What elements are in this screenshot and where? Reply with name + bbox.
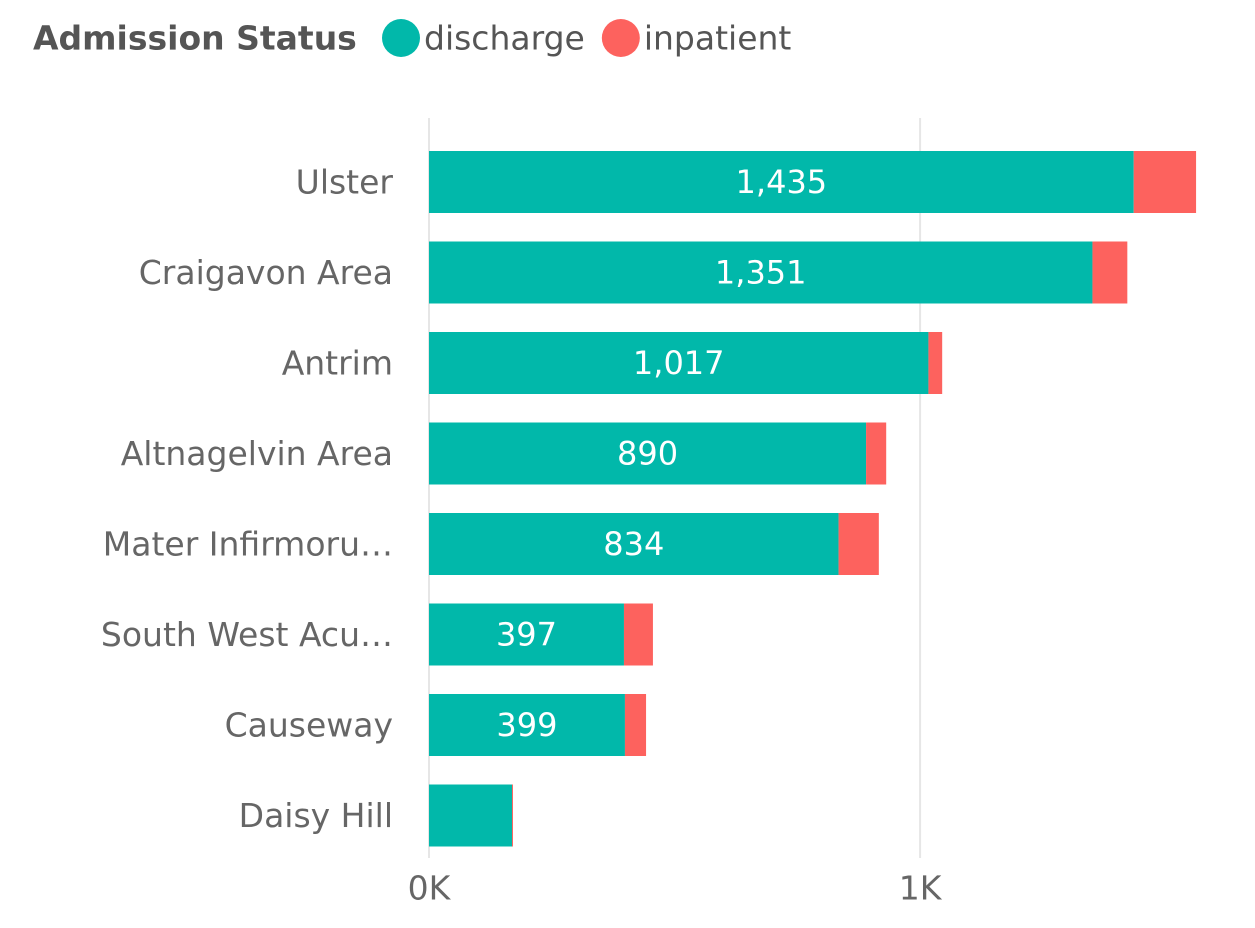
data-label: 1,435 <box>736 163 828 201</box>
bar-segment <box>511 784 513 847</box>
bar-segment <box>429 332 929 394</box>
x-tick-label: 0K <box>408 869 452 908</box>
bar-segment <box>429 241 1093 304</box>
bar-segment <box>429 151 1134 213</box>
bar-segment <box>1133 151 1197 213</box>
bar-segment <box>429 603 624 666</box>
legend-swatch <box>382 19 420 57</box>
legend-title: Admission Status <box>33 19 357 58</box>
legend-label: discharge <box>424 19 585 58</box>
data-label: 1,351 <box>715 254 807 292</box>
y-tick-label: Daisy Hill <box>239 796 393 835</box>
y-tick-label: Mater Infirmoru… <box>103 525 393 564</box>
bar-segment <box>623 603 653 666</box>
data-label: 399 <box>496 706 557 744</box>
legend-swatch <box>601 19 640 57</box>
bar-segment <box>429 422 867 485</box>
data-label: 1,017 <box>633 344 725 382</box>
bar-segment <box>928 332 943 394</box>
y-tick-label: South West Acu… <box>101 615 393 654</box>
bar-segment <box>624 694 647 756</box>
bar-segment <box>429 784 512 847</box>
data-label: 890 <box>617 435 678 473</box>
y-tick-label: Ulster <box>296 163 394 202</box>
legend-label: inpatient <box>644 19 792 58</box>
y-tick-label: Antrim <box>282 344 393 383</box>
bar-segment <box>866 422 887 485</box>
bar-segment <box>838 513 879 575</box>
data-label: 397 <box>496 616 557 654</box>
y-tick-label: Causeway <box>225 706 393 745</box>
bar-segment <box>429 513 839 575</box>
data-label: 834 <box>603 525 664 563</box>
bar-segment <box>429 694 625 756</box>
y-tick-label: Craigavon Area <box>139 253 393 292</box>
y-tick-label: Altnagelvin Area <box>121 434 393 473</box>
bar-segment <box>1092 241 1128 304</box>
x-tick-label: 1K <box>899 869 943 908</box>
